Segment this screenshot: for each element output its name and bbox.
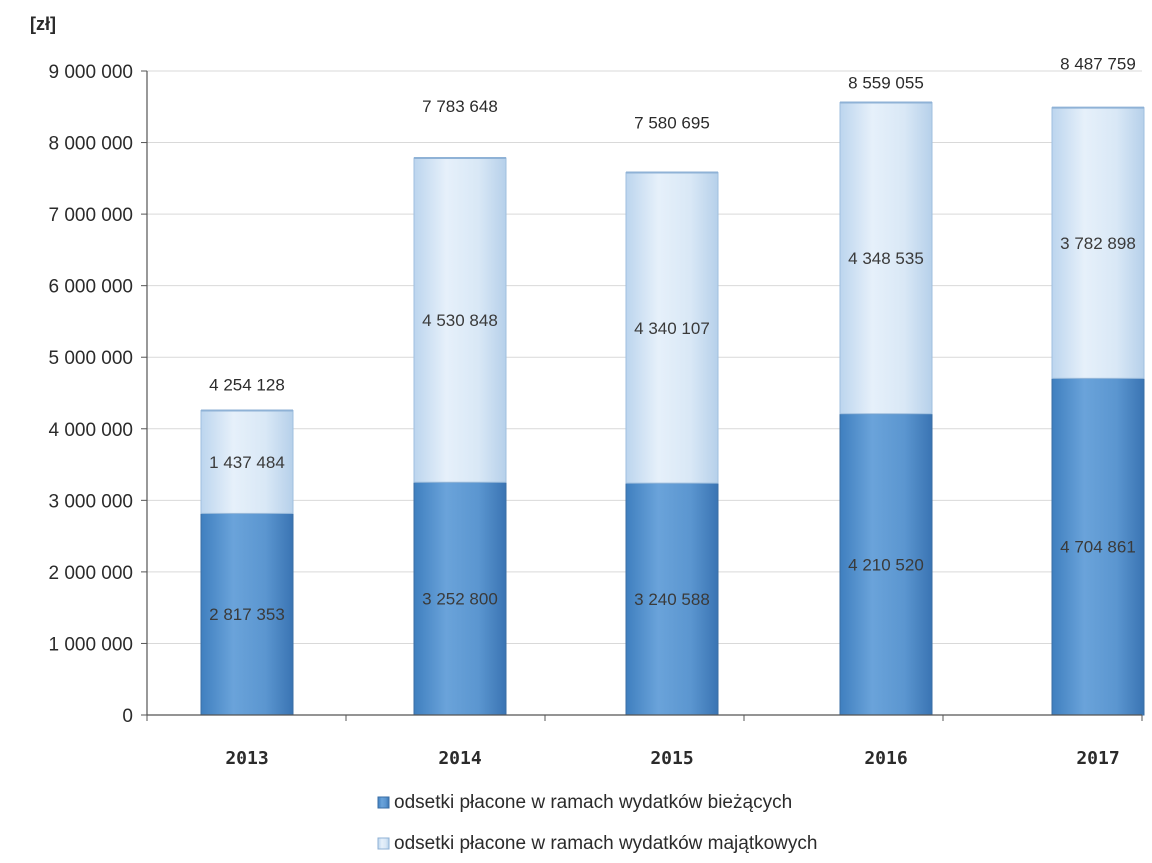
y-tick-label: 4 000 000	[48, 420, 133, 441]
y-tick-label: 9 000 000	[48, 62, 133, 83]
bar-current	[625, 482, 719, 716]
legend-swatch-capital	[377, 837, 390, 850]
data-label-capital: 4 340 107	[634, 319, 710, 338]
total-label: 8 487 759	[1060, 55, 1136, 74]
total-label: 7 783 648	[422, 97, 498, 116]
y-tick-label: 5 000 000	[48, 348, 133, 369]
bar-capital	[200, 410, 294, 514]
y-tick-label: 1 000 000	[48, 634, 133, 655]
data-label-current: 2 817 353	[209, 605, 285, 624]
data-label-capital: 4 530 848	[422, 311, 498, 330]
bar-current	[1051, 377, 1145, 716]
bar-current	[839, 413, 933, 716]
x-tick-label: 2016	[864, 748, 907, 769]
data-label-current: 3 252 800	[422, 590, 498, 609]
data-label-capital: 1 437 484	[209, 453, 285, 472]
y-tick-label: 8 000 000	[48, 134, 133, 155]
data-label-capital: 4 348 535	[848, 249, 924, 268]
legend: odsetki płacone w ramach wydatków bieżąc…	[377, 792, 817, 854]
y-tick-label: 3 000 000	[48, 491, 133, 512]
bar-capital	[1051, 107, 1145, 379]
y-tick-label: 2 000 000	[48, 563, 133, 584]
y-tick-label: 7 000 000	[48, 205, 133, 226]
data-label-capital: 3 782 898	[1060, 234, 1136, 253]
x-tick-label: 2013	[225, 748, 268, 769]
bar-capital	[413, 157, 507, 483]
total-label: 8 559 055	[848, 74, 924, 93]
bar-current	[200, 512, 294, 716]
bar-capital	[839, 102, 933, 415]
x-tick-label: 2015	[650, 748, 693, 769]
y-axis-unit-label: [zł]	[30, 14, 56, 34]
legend-item-current: odsetki płacone w ramach wydatków bieżąc…	[377, 792, 792, 813]
data-labels: 2 817 353 1 437 484 3 252 800 4 530 848 3 24…	[209, 55, 1136, 625]
total-label: 4 254 128	[209, 376, 285, 395]
data-label-current: 4 210 520	[848, 555, 924, 574]
bars	[200, 101, 1145, 716]
data-label-current: 3 240 588	[634, 590, 710, 609]
total-label: 7 580 695	[634, 114, 710, 133]
y-tick-label: 0	[122, 706, 133, 727]
x-tick-label: 2014	[438, 748, 482, 769]
legend-label-capital: odsetki płacone w ramach wydatków majątk…	[394, 833, 817, 854]
y-tick-label: 6 000 000	[48, 277, 133, 298]
legend-item-capital: odsetki płacone w ramach wydatków majątk…	[377, 833, 817, 854]
legend-label-current: odsetki płacone w ramach wydatków bieżąc…	[394, 792, 792, 813]
bar-capital	[625, 172, 719, 484]
legend-swatch-current	[377, 796, 390, 809]
x-tick-label: 2017	[1076, 748, 1119, 769]
data-label-current: 4 704 861	[1060, 538, 1136, 557]
axes: 0 1 000 000 2 000 000 3 000 000 4 000 000 5 0…	[48, 62, 1143, 769]
